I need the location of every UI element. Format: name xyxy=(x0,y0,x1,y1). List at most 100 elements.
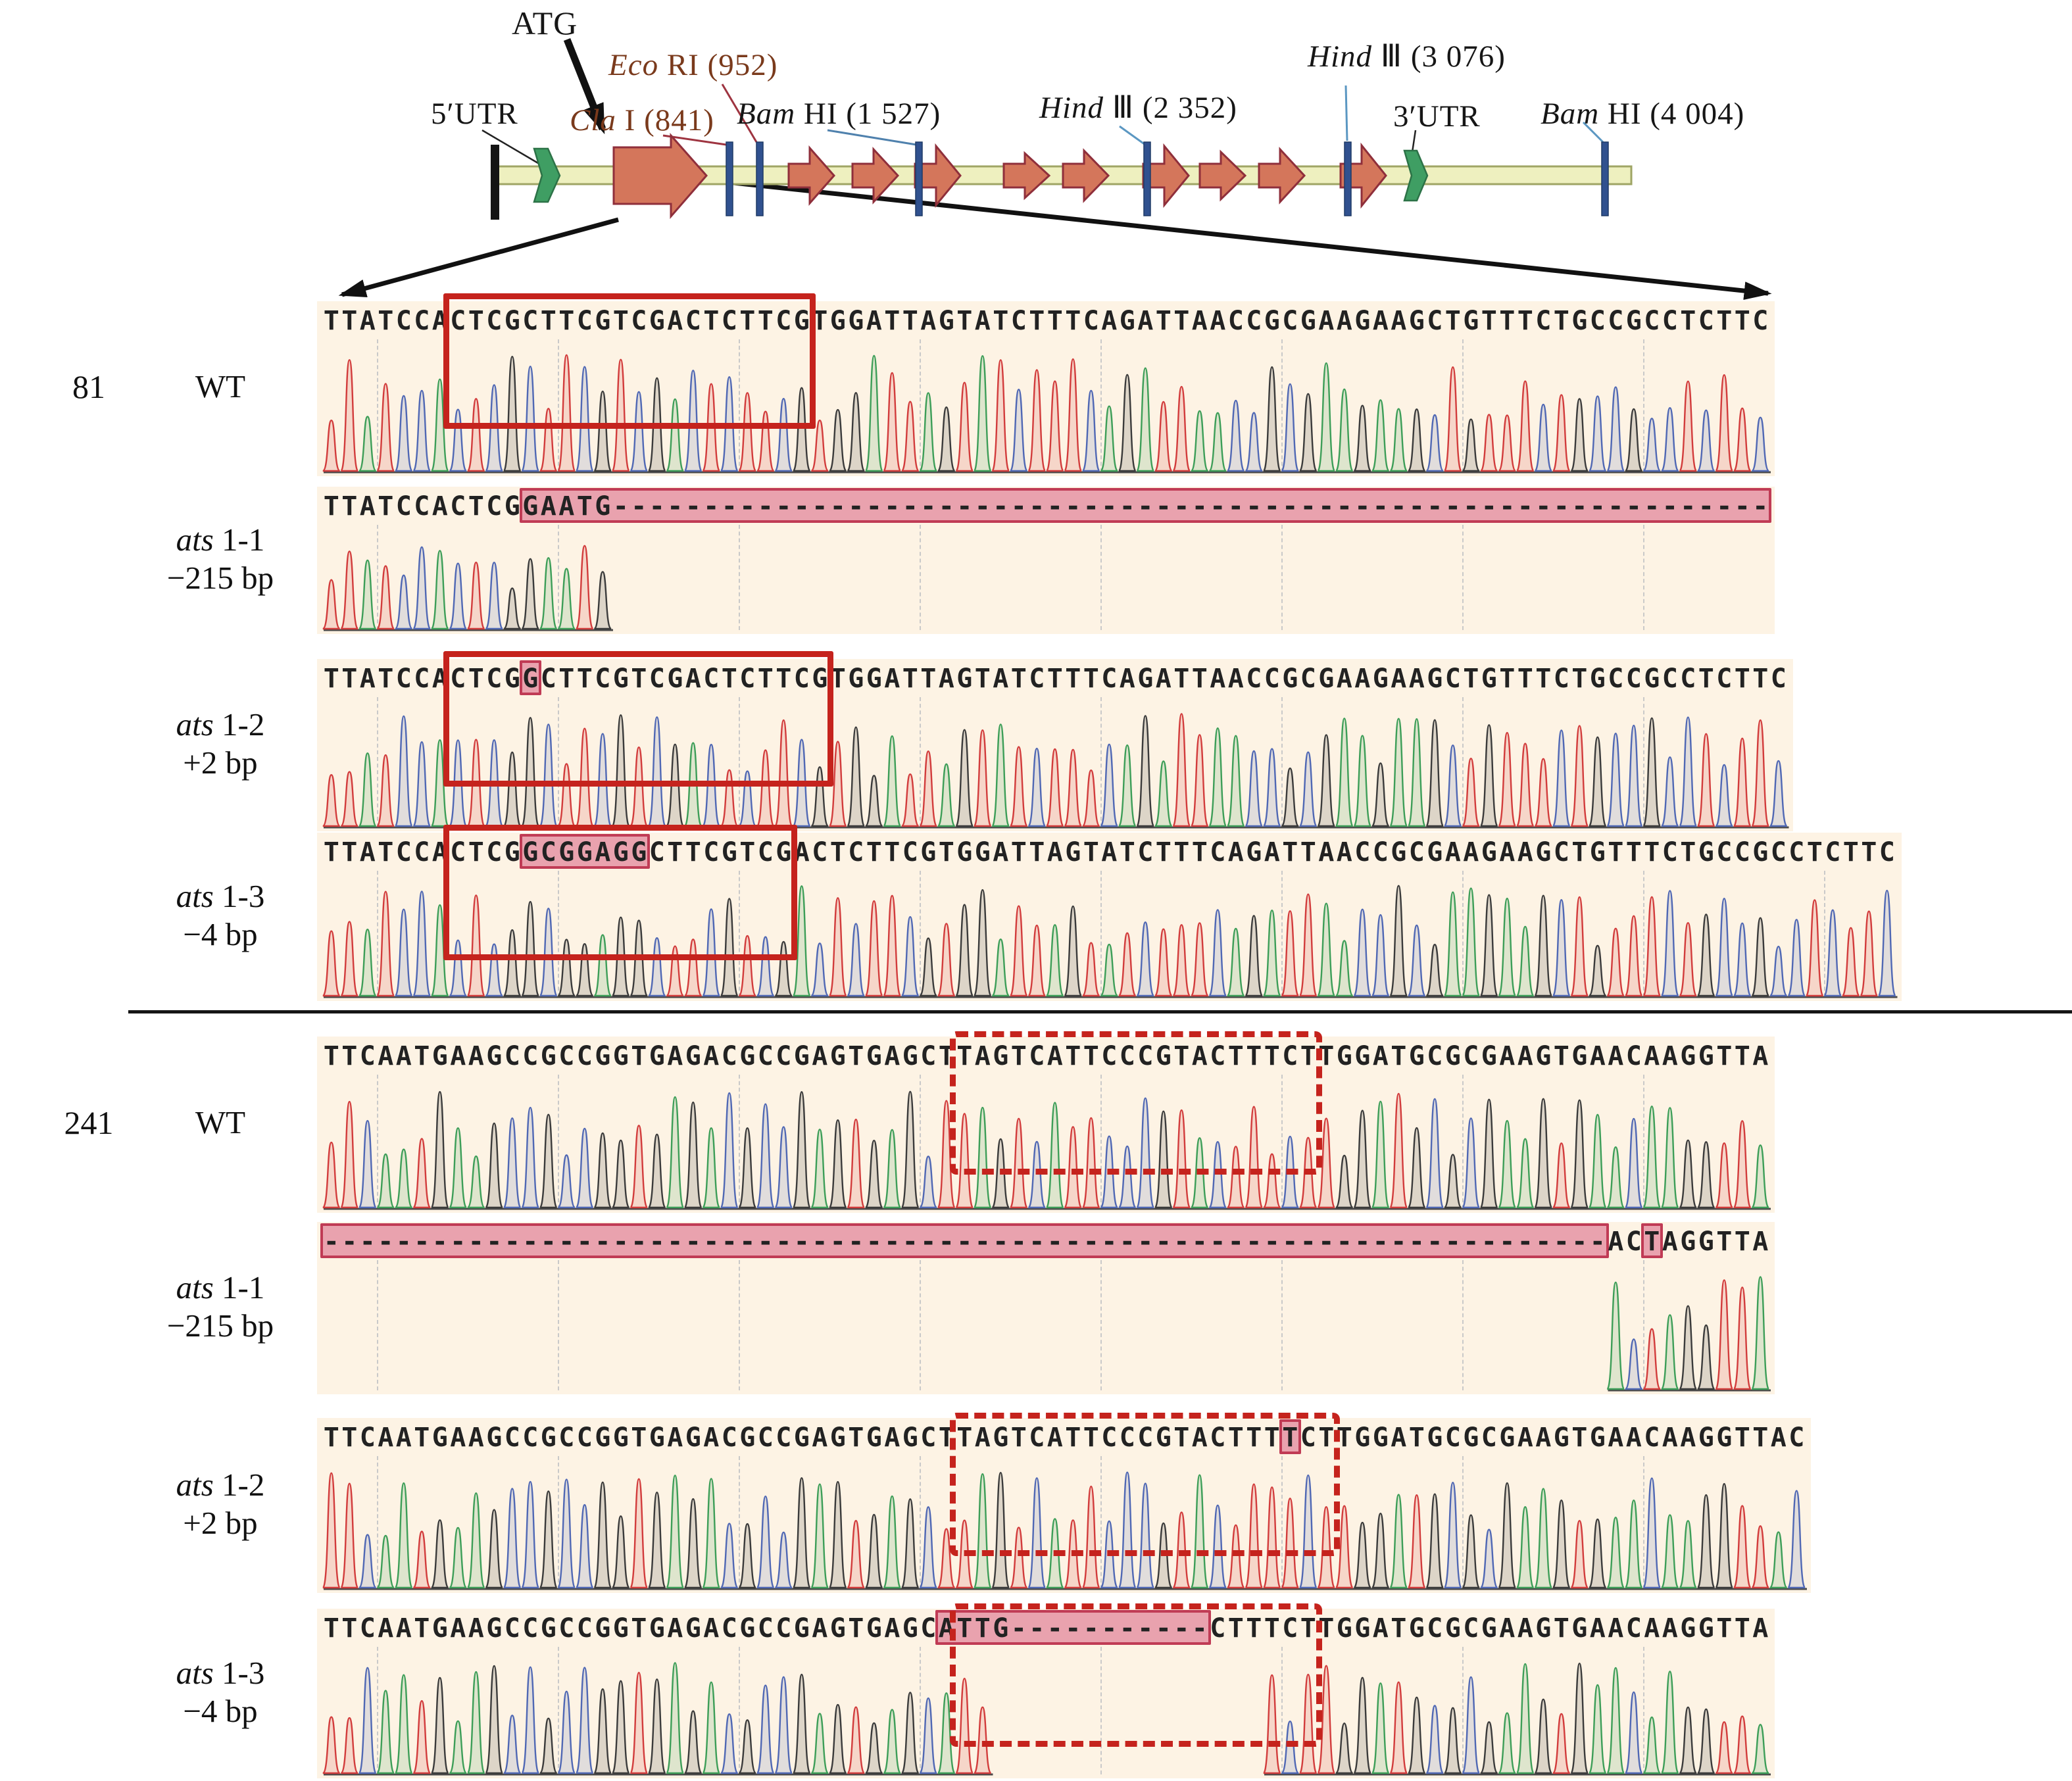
sequence-char: A xyxy=(685,664,701,694)
sequence-char: C xyxy=(1698,306,1714,336)
trace-peak-G xyxy=(991,1471,1010,1589)
trace-peak-C xyxy=(1027,1140,1047,1209)
sequence-char: - xyxy=(1137,1227,1154,1257)
sequence-char: G xyxy=(848,664,864,694)
sequence-char: - xyxy=(1137,491,1154,522)
row-name: ats 1-1 −215 bp xyxy=(122,1269,319,1345)
sequence-char: A xyxy=(1372,306,1389,336)
sequence-char: C xyxy=(721,1041,737,1071)
sequence-char: T xyxy=(1010,1423,1027,1453)
sequence-char: A xyxy=(378,1423,394,1453)
exon-arrows xyxy=(787,142,1387,209)
sequence-char: - xyxy=(812,1227,828,1257)
sequence-char: - xyxy=(1517,491,1533,522)
bamhi1-site-label: Bam HI (1 527) xyxy=(737,97,941,131)
sequence-char: T xyxy=(414,1423,430,1453)
sequence-char: A xyxy=(1625,1423,1642,1453)
sequence-char: - xyxy=(1644,491,1660,522)
trace-gridline xyxy=(557,697,559,827)
row-name-line: ats 1-2 xyxy=(176,706,265,743)
sequence-char: G xyxy=(649,1613,665,1644)
sequence-char: G xyxy=(829,306,846,336)
sequence-char: G xyxy=(1463,1423,1479,1453)
trace-peak-G xyxy=(847,392,866,472)
sequence-char: T xyxy=(739,837,756,867)
sequence-char: G xyxy=(1553,1423,1569,1453)
trace-peak-G xyxy=(683,1498,703,1589)
trace-gridline xyxy=(1642,1647,1644,1774)
sequence-char: T xyxy=(1246,1423,1262,1453)
trace-peak-T xyxy=(1733,737,1752,827)
sequence-char: C xyxy=(1625,1227,1642,1257)
trace-gridline xyxy=(919,1075,921,1209)
sequence-char: G xyxy=(1354,1041,1371,1071)
sequence-char: G xyxy=(1535,1613,1552,1644)
trace-peak-G xyxy=(503,587,522,630)
sequence-char: T xyxy=(323,1041,339,1071)
trace-peak-A xyxy=(991,938,1010,997)
row-mutation: −215 bp xyxy=(166,560,274,596)
trace-peak-T xyxy=(322,1716,341,1774)
trace-peak-G xyxy=(1498,1482,1517,1589)
trace-peak-T xyxy=(738,392,757,472)
trace-peak-T xyxy=(412,1138,432,1209)
sequence-char: - xyxy=(866,491,882,522)
trace-gridline xyxy=(919,1456,921,1589)
bamhi2-leader xyxy=(1582,121,1604,143)
sequence-char: G xyxy=(793,1041,810,1071)
trace-gridline xyxy=(1281,1075,1283,1209)
trace-peak-C xyxy=(720,1523,739,1589)
sequence-char: T xyxy=(1644,837,1660,867)
sequence-char: - xyxy=(1155,1227,1172,1257)
trace-peak-G xyxy=(792,387,811,472)
trace-peak-T xyxy=(376,383,395,472)
sequence-char: - xyxy=(1065,491,1081,522)
trace-peak-T xyxy=(1009,1526,1028,1589)
sequence-char: - xyxy=(1065,1227,1081,1257)
sequence-char: C xyxy=(920,1613,937,1644)
trace-peak-T xyxy=(1064,1126,1083,1209)
trace-peak-T xyxy=(1407,1494,1426,1589)
trace-peak-A xyxy=(1679,1520,1698,1589)
trace-peak-A xyxy=(666,1662,685,1774)
sequence-char: A xyxy=(359,664,376,694)
trace-peak-T xyxy=(611,358,630,472)
trace-peak-G xyxy=(683,1101,703,1209)
sequence-char: A xyxy=(1047,1041,1063,1071)
sequence-char: G xyxy=(486,1423,503,1453)
trace-peak-T xyxy=(1009,905,1028,997)
sequence-char: T xyxy=(829,837,846,867)
sequence-char: T xyxy=(1553,306,1569,336)
sequence-char: G xyxy=(812,664,828,694)
sequence-char: T xyxy=(902,664,918,694)
sequence-char: - xyxy=(1463,1227,1479,1257)
sequence-panel: ----------------------------------------… xyxy=(317,1222,1775,1394)
sequence-char: G xyxy=(1408,306,1425,336)
sequence-char: - xyxy=(414,1227,430,1257)
sequence-char: C xyxy=(1716,664,1733,694)
sequence-char: G xyxy=(902,1613,918,1644)
trace-peak-T xyxy=(1733,1286,1752,1390)
sequence-char: T xyxy=(1680,306,1696,336)
sequence-char: - xyxy=(1716,491,1733,522)
mutation-highlight xyxy=(320,1223,1609,1258)
trace-peak-C xyxy=(485,943,504,997)
sequence-char: A xyxy=(1372,1041,1389,1071)
trace-peak-G xyxy=(1479,894,1498,997)
sequence-char: A xyxy=(938,664,954,694)
trace-peak-G xyxy=(485,1509,504,1589)
trace-peak-A xyxy=(1154,760,1173,827)
sequence-char: G xyxy=(739,1041,756,1071)
sequence-char: A xyxy=(1318,306,1335,336)
sequence-char: T xyxy=(1300,1613,1316,1644)
sequence-char: G xyxy=(612,837,629,867)
trace-peak-C xyxy=(919,1506,938,1589)
sequence-char: G xyxy=(956,664,973,694)
sequence-char: - xyxy=(522,1227,539,1257)
trace-peak-G xyxy=(738,1523,757,1589)
trace-peak-T xyxy=(1317,1665,1336,1774)
bamhi2-site-label: Bam HI (4 004) xyxy=(1541,97,1745,131)
trace-peak-A xyxy=(1389,1494,1408,1589)
sequence-char: C xyxy=(1210,1041,1226,1071)
target-site-box xyxy=(443,651,833,787)
